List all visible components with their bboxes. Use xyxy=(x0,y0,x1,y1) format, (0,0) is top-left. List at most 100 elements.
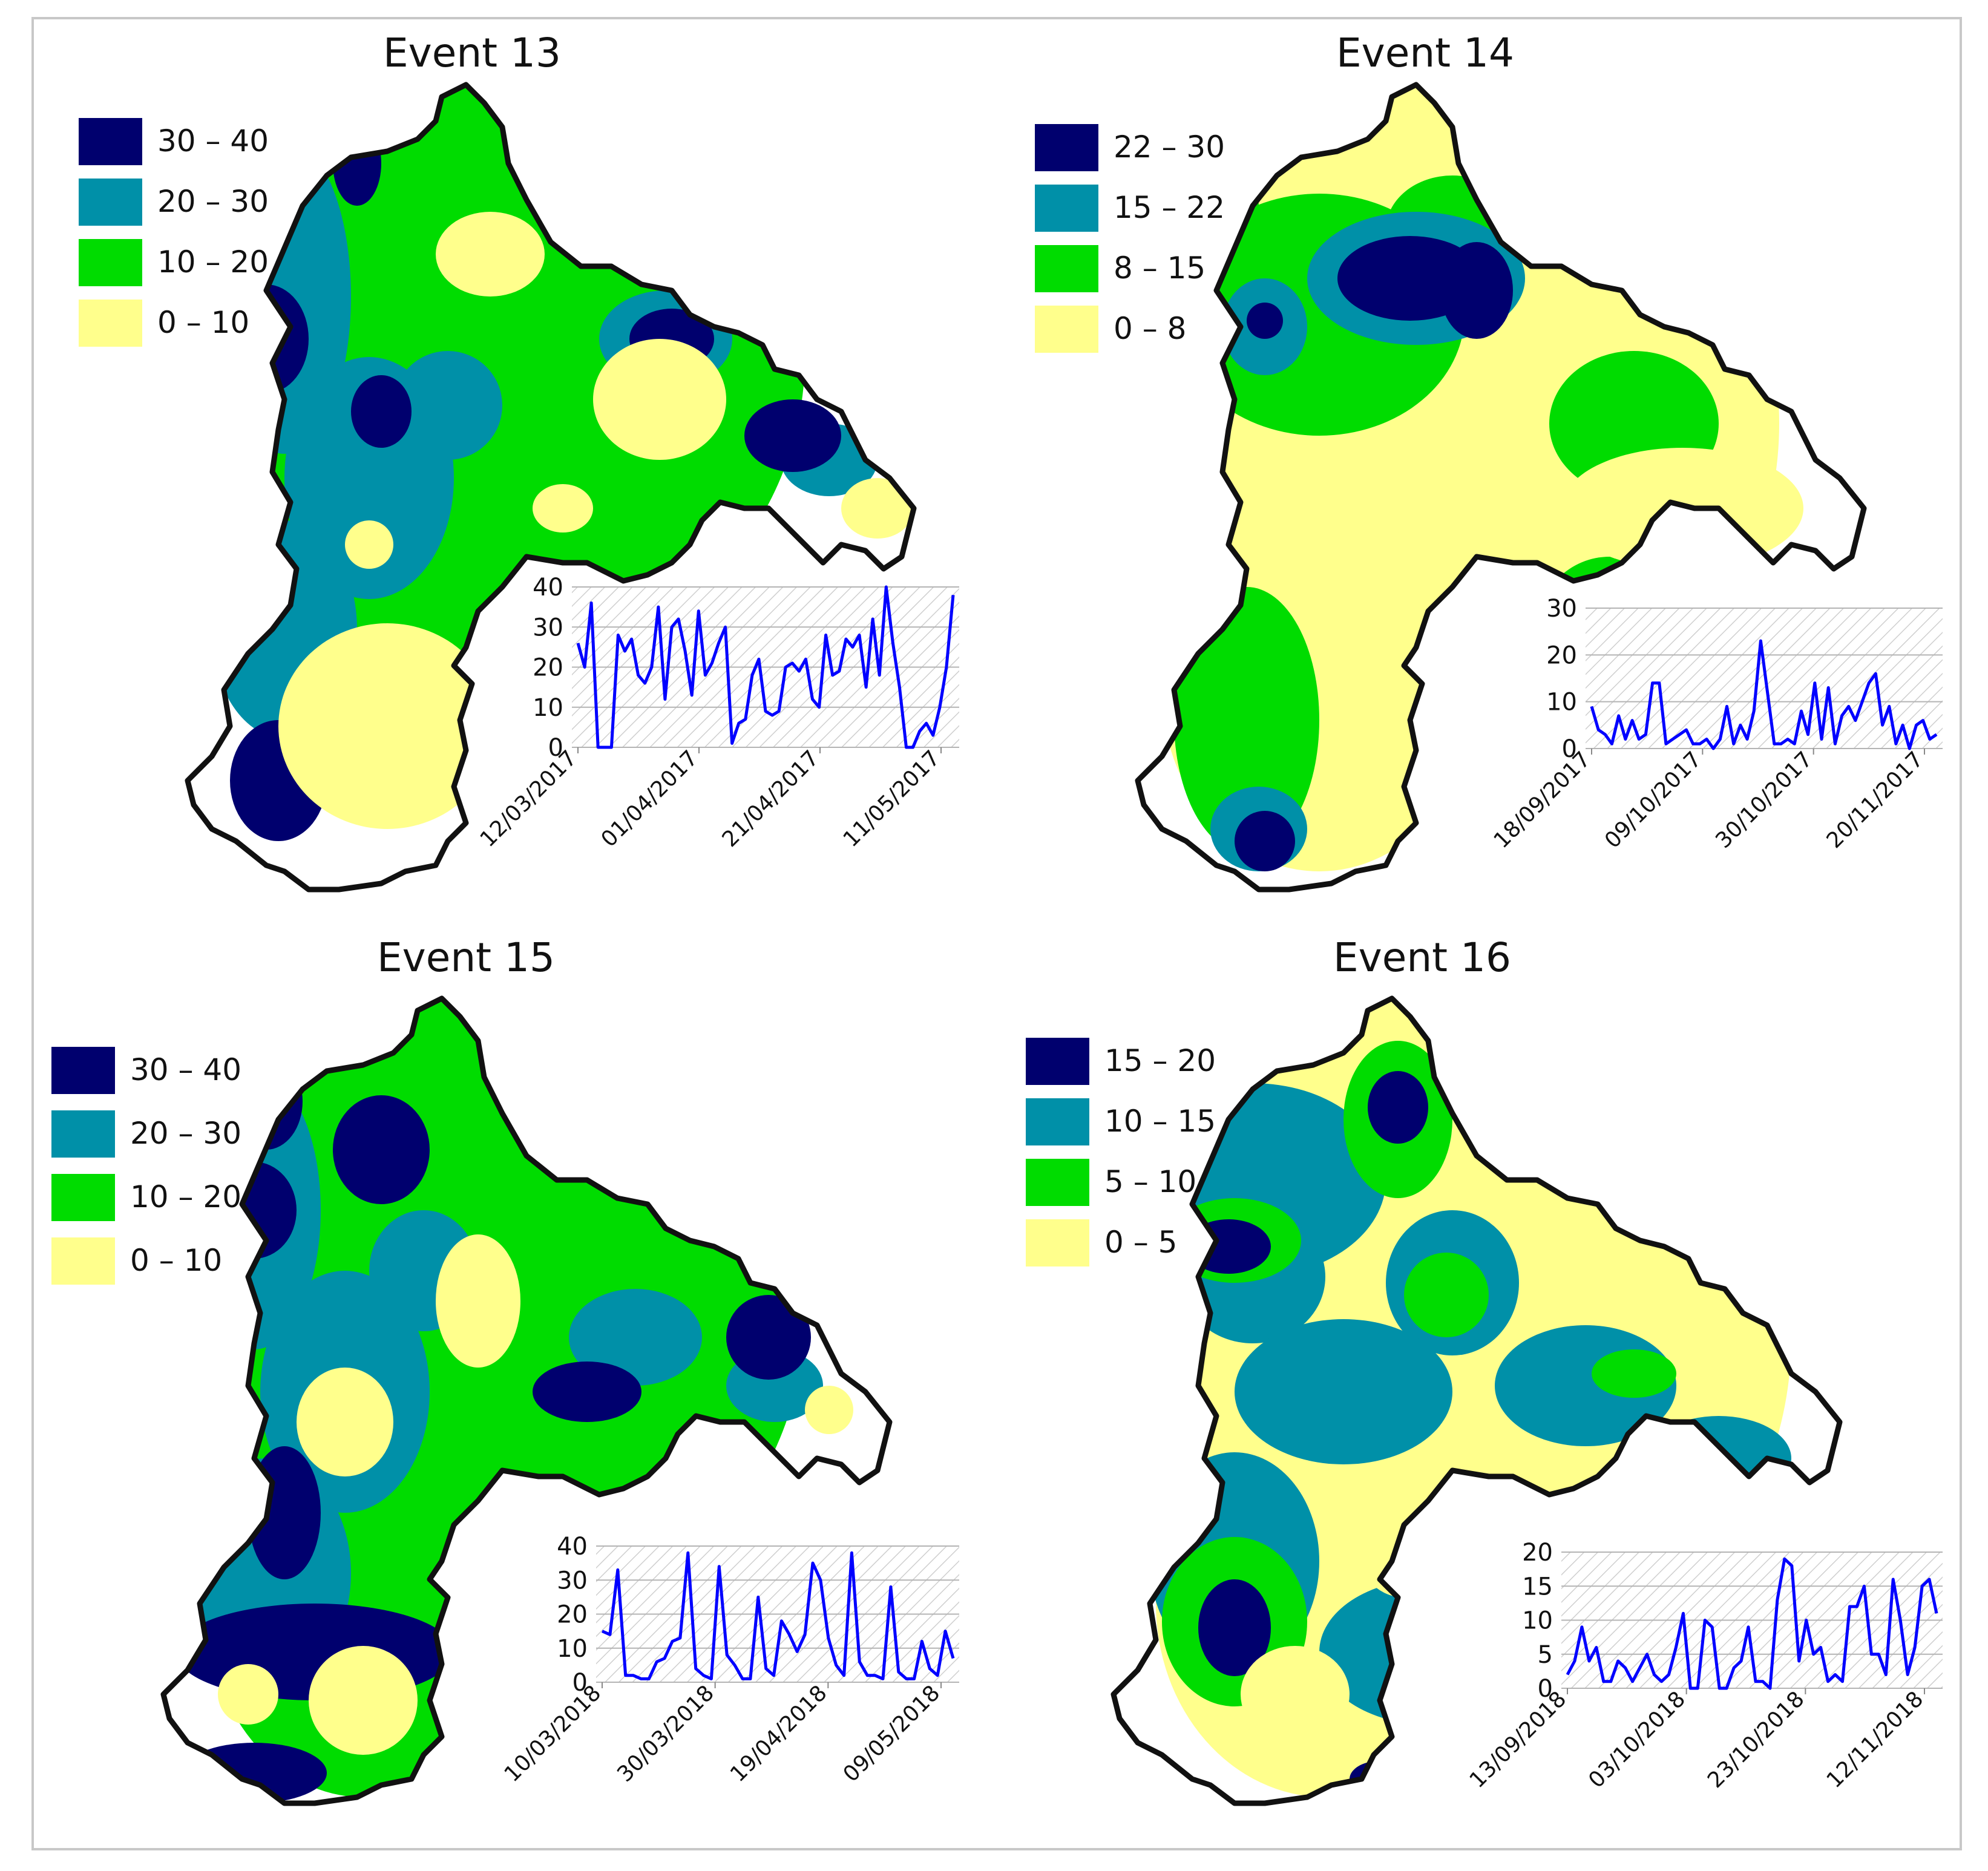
legend-label: 20 – 30 xyxy=(130,1116,241,1151)
legend-label: 30 – 40 xyxy=(157,123,269,159)
legend-label: 0 – 10 xyxy=(157,305,249,340)
legend-swatch xyxy=(1035,306,1098,353)
chart-plot-area xyxy=(1586,608,1943,749)
panel-title: Event 16 xyxy=(1333,934,1511,981)
legend-swatch xyxy=(1035,245,1098,292)
precip-zone xyxy=(436,212,545,297)
legend-label: 0 – 10 xyxy=(130,1243,222,1278)
precip-zone xyxy=(1404,1253,1489,1337)
panel-event-14: Event 14 22 – 30 15 – 22 8 – 15 0 – 8 0 10 20 30… xyxy=(1035,30,1943,893)
precip-zone xyxy=(1241,1646,1350,1743)
x-tick-label: 30/10/2017 xyxy=(1711,747,1817,853)
series-line xyxy=(601,1551,955,1680)
panel-title: Event 15 xyxy=(377,934,555,981)
y-tick-label: 0 xyxy=(572,1669,588,1697)
precip-zone xyxy=(593,339,726,460)
legend: 30 – 40 20 – 30 10 – 20 0 – 10 xyxy=(79,118,269,347)
basin-outline xyxy=(1110,995,1843,1806)
precip-zone xyxy=(1356,1489,1452,1597)
x-tick-label: 12/11/2018 xyxy=(1822,1686,1929,1793)
y-tick-label: 30 xyxy=(533,614,563,641)
precip-zone xyxy=(805,1386,853,1434)
legend: 15 – 20 10 – 15 5 – 10 0 – 5 xyxy=(1026,1038,1216,1266)
legend-swatch xyxy=(51,1237,115,1285)
precip-zone xyxy=(393,351,502,460)
precip-zone xyxy=(218,1664,278,1725)
x-tick-label: 23/10/2018 xyxy=(1703,1686,1809,1793)
y-tick-label: 5 xyxy=(1538,1641,1553,1669)
series-line xyxy=(1590,639,1938,750)
legend-label: 0 – 8 xyxy=(1114,311,1186,346)
panel-event-16: Event 16 15 – 20 10 – 15 5 – 10 0 – 5 0 5 10 15 2… xyxy=(1026,934,1943,1806)
precip-zone xyxy=(726,1295,811,1380)
legend-label: 30 – 40 xyxy=(130,1052,241,1087)
y-tick-label: 0 xyxy=(1562,735,1577,763)
y-tick-label: 40 xyxy=(533,574,563,601)
panel-event-15: Event 15 30 – 40 20 – 30 10 – 20 0 – 10 0 10 20… xyxy=(51,934,959,1806)
precip-zone xyxy=(1440,242,1513,339)
precip-zone xyxy=(297,1368,393,1476)
legend-label: 0 – 5 xyxy=(1104,1225,1177,1260)
y-tick-label: 40 xyxy=(557,1533,588,1561)
precip-zone xyxy=(1186,1219,1271,1274)
precip-zone xyxy=(309,1646,418,1755)
legend-swatch xyxy=(1026,1159,1089,1206)
inset-chart: 0 5 10 15 20 13/09/2018 03/10/2018 23/10/2018 12… xyxy=(1465,1539,1943,1793)
legend-swatch xyxy=(1026,1219,1089,1266)
legend-swatch xyxy=(1026,1098,1089,1145)
basin-outline xyxy=(160,995,893,1806)
precip-zone xyxy=(569,1289,702,1386)
legend: 22 – 30 15 – 22 8 – 15 0 – 8 xyxy=(1035,124,1225,353)
x-tick-label: 09/05/2018 xyxy=(839,1680,945,1787)
figure-frame xyxy=(31,17,1962,1850)
inset-chart: 0 10 20 30 18/09/2017 09/10/2017 30/10/2017 20/… xyxy=(1489,595,1943,853)
x-tick-label: 18/09/2017 xyxy=(1489,747,1596,853)
y-tick-label: 15 xyxy=(1522,1573,1553,1601)
y-tick-label: 0 xyxy=(548,734,563,762)
panel-title: Event 13 xyxy=(383,30,561,76)
x-tick-label: 20/11/2017 xyxy=(1822,747,1929,853)
legend-label: 15 – 20 xyxy=(1104,1043,1216,1078)
basin-outline xyxy=(1135,82,1867,893)
precip-zone xyxy=(1561,448,1803,569)
legend-label: 8 – 15 xyxy=(1114,251,1206,286)
y-tick-label: 20 xyxy=(533,654,563,682)
basin-outline xyxy=(185,82,917,893)
legend-label: 10 – 20 xyxy=(157,244,269,280)
basin-map xyxy=(1135,82,1867,893)
precip-zone xyxy=(744,399,841,472)
y-tick-label: 20 xyxy=(1546,641,1577,669)
precip-zone xyxy=(1319,1579,1537,1725)
precip-zone xyxy=(1368,1071,1428,1144)
y-tick-label: 30 xyxy=(1546,595,1577,623)
x-tick-label: 03/10/2018 xyxy=(1584,1686,1690,1793)
legend-swatch xyxy=(1035,124,1098,171)
inset-chart: 0 10 20 30 40 10/03/2018 30/03/2018 19/04/2018 0… xyxy=(500,1533,959,1787)
y-tick-label: 10 xyxy=(533,694,563,722)
x-tick-label: 21/04/2017 xyxy=(718,745,824,852)
legend-swatch xyxy=(79,118,142,165)
x-tick-label: 13/09/2018 xyxy=(1465,1686,1572,1793)
legend-swatch xyxy=(1035,185,1098,232)
y-tick-label: 20 xyxy=(1522,1539,1553,1567)
precip-zone xyxy=(333,1095,430,1204)
panel-event-13: Event 13 30 – 40 20 – 30 10 – 20 0 – 10 0 10 20… xyxy=(79,30,959,893)
legend-label: 5 – 10 xyxy=(1104,1164,1196,1199)
precip-zone xyxy=(533,1361,641,1422)
y-tick-label: 10 xyxy=(557,1635,588,1663)
y-tick-label: 30 xyxy=(557,1567,588,1594)
panel-title: Event 14 xyxy=(1336,30,1514,76)
legend: 30 – 40 20 – 30 10 – 20 0 – 10 xyxy=(51,1047,241,1285)
precip-zone xyxy=(841,478,914,539)
precip-zone xyxy=(1235,811,1295,871)
precip-zone xyxy=(1247,303,1283,339)
legend-label: 10 – 15 xyxy=(1104,1104,1216,1139)
precip-zone xyxy=(1198,1579,1271,1676)
precip-zone xyxy=(533,484,593,532)
legend-label: 15 – 22 xyxy=(1114,190,1225,225)
x-tick-label: 30/03/2018 xyxy=(612,1680,719,1787)
x-tick-label: 12/03/2017 xyxy=(476,745,582,852)
x-tick-label: 01/04/2017 xyxy=(597,745,703,852)
x-tick-label: 11/05/2017 xyxy=(839,745,945,852)
